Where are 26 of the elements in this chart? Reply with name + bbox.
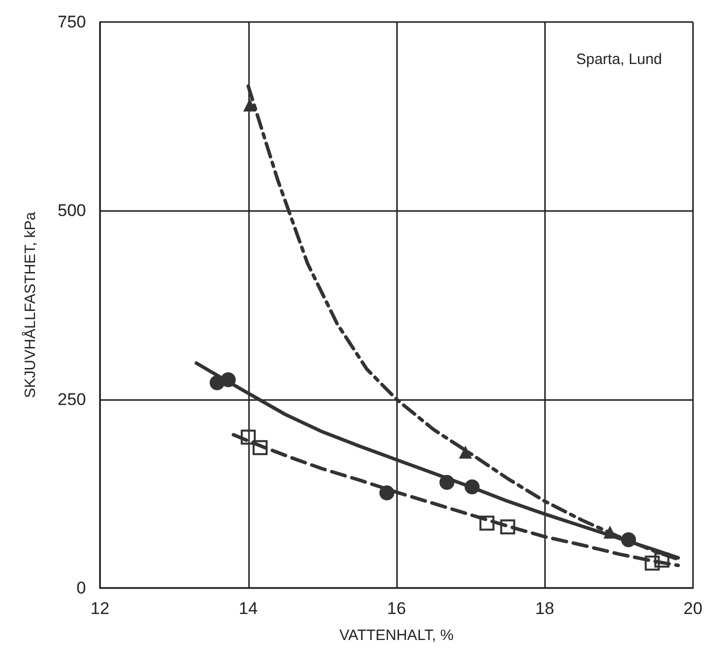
point: [603, 526, 616, 539]
point: [500, 519, 516, 534]
y-tick-label: 750: [58, 12, 86, 32]
point: [252, 440, 268, 456]
point: [379, 485, 394, 500]
point: [240, 430, 256, 445]
point: [458, 446, 472, 459]
point: [464, 479, 480, 494]
y-tick-label: 250: [58, 390, 86, 409]
x-tick-label: 14: [238, 599, 258, 618]
x-axis-title: VATTENHALT, %: [339, 627, 454, 644]
point: [479, 516, 494, 531]
point: [439, 474, 454, 490]
annotation: Sparta, Lund: [576, 51, 662, 68]
x-tick-label: 18: [535, 599, 554, 618]
x-tick-label: 16: [387, 599, 406, 618]
y-tick-label: 500: [58, 201, 86, 220]
point: [621, 532, 636, 548]
point: [220, 372, 236, 388]
y-tick-label: 0: [76, 578, 86, 598]
x-tick-label: 20: [684, 599, 702, 618]
point: [243, 98, 256, 112]
x-tick-label: 12: [90, 599, 110, 618]
point: [654, 552, 670, 568]
y-axis-title: SKJUVHÅLLFASTHET, kPa: [21, 211, 39, 398]
point: [644, 556, 660, 571]
